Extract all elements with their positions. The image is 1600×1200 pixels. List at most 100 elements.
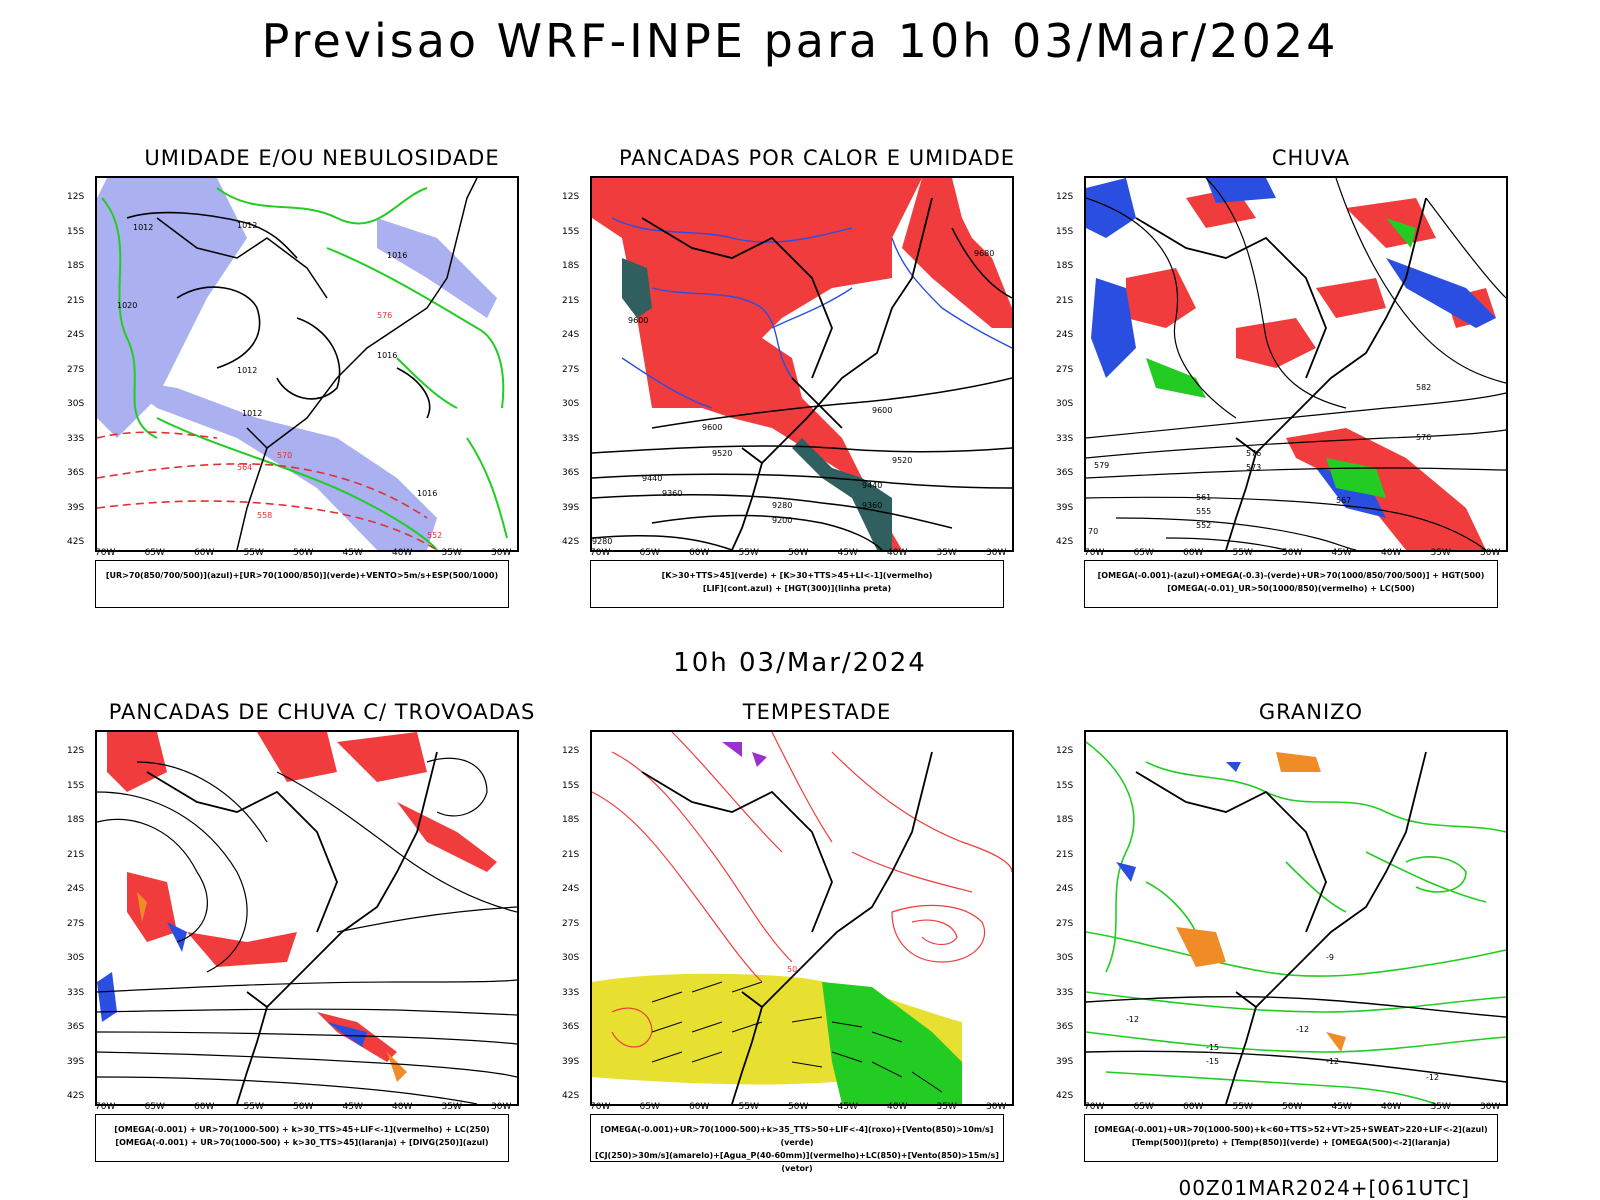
- longitude-tick-label: 30W: [986, 1102, 1007, 1112]
- longitude-tick-label: 45W: [342, 548, 363, 558]
- storm-orange-patches: [137, 892, 407, 1082]
- contour-label: -12: [1296, 1025, 1309, 1034]
- latitude-tick-label: 18S: [1056, 815, 1074, 825]
- contour-label: 9520: [892, 456, 912, 465]
- latitude-tick-label: 24S: [562, 884, 580, 894]
- map-frame: 9680 9600 9600 9600 9520 9520 9440 9440 …: [590, 176, 1014, 552]
- longitude-tick-label: 65W: [144, 1102, 165, 1112]
- latitude-tick-label: 33S: [1056, 987, 1074, 998]
- coastline-borders: [146, 751, 438, 1104]
- longitude-tick-label: 40W: [887, 548, 908, 558]
- latitude-tick-label: 30S: [67, 399, 85, 409]
- contour-label: 9280: [592, 537, 612, 546]
- latitude-tick-label: 30S: [562, 399, 580, 409]
- contour-label: -15: [1206, 1043, 1219, 1052]
- longitude-tick-label: 50W: [293, 548, 314, 558]
- teal-west-area: [622, 258, 652, 318]
- longitude-tick-label: 60W: [1183, 1102, 1204, 1112]
- map-frame: [95, 730, 519, 1106]
- legend-line: [OMEGA(-0.01)_UR>50(1000/850)(vermelho) …: [1167, 584, 1415, 593]
- humidity-green-contours: [101, 187, 508, 550]
- storm-blue-patches: [97, 922, 367, 1047]
- latitude-tick-label: 33S: [67, 987, 85, 998]
- panel-title: PANCADAS POR CALOR E UMIDADE: [618, 146, 1016, 170]
- legend-line: [UR>70(850/700/500)](azul)+[UR>70(1000/8…: [105, 571, 499, 580]
- panel-tempestade: TEMPESTADE: [562, 700, 1062, 1200]
- rain-blue-patches: [1086, 178, 1496, 518]
- latitude-tick-label: 21S: [67, 295, 85, 306]
- legend-line: [OMEGA(-0.001)+UR>70(1000-500)+k<60+TTS>…: [1094, 1125, 1488, 1134]
- latitude-tick-label: 12S: [562, 746, 580, 756]
- pressure-contours: [126, 211, 431, 419]
- latitude-tick-label: 42S: [67, 537, 85, 547]
- legend-line: [OMEGA(-0.001) + UR>70(1000-500) + k>30_…: [115, 1138, 489, 1147]
- latitude-tick-label: 33S: [1056, 433, 1074, 444]
- humidity-east-area: [377, 218, 497, 318]
- panel-legend: [OMEGA(-0.001)+UR>70(1000-500)+k>35_TTS>…: [590, 1114, 1004, 1173]
- latitude-tick-label: 27S: [1056, 364, 1074, 375]
- contour-label: 1016: [417, 489, 437, 498]
- longitude-tick-label: 40W: [887, 1102, 908, 1112]
- longitude-tick-label: 65W: [1133, 1102, 1154, 1112]
- thickness-contours: [97, 431, 438, 550]
- longitude-tick-label: 30W: [491, 1102, 512, 1112]
- trovoadas-map-svg: [97, 732, 517, 1104]
- contour-label: 9600: [872, 406, 892, 415]
- temp850-contours: [1086, 741, 1506, 1104]
- latitude-tick-label: 24S: [67, 884, 85, 894]
- hgt-contours: [592, 227, 1012, 550]
- longitude-tick-label: 65W: [639, 548, 660, 558]
- longitude-tick-label: 55W: [738, 548, 759, 558]
- longitude-tick-label: 40W: [1381, 548, 1402, 558]
- legend-line: [LIF](cont.azul) + [HGT(300)](linha pret…: [702, 584, 892, 593]
- latitude-tick-label: 12S: [1056, 746, 1074, 756]
- latitude-tick-label: 24S: [562, 330, 580, 340]
- chuva-map-svg: 582 576 576 573 567 561 555 552 579 70: [1086, 178, 1506, 550]
- longitude-tick-label: 55W: [738, 1102, 759, 1112]
- contour-label: -12: [1326, 1057, 1339, 1066]
- latitude-tick-label: 36S: [562, 468, 580, 478]
- latitude-tick-label: 27S: [67, 918, 85, 929]
- longitude-tick-label: 40W: [392, 1102, 413, 1112]
- contour-label: -9: [1326, 953, 1334, 962]
- longitude-tick-label: 70W: [590, 548, 611, 558]
- latitude-tick-label: 15S: [67, 226, 85, 237]
- storm-red-patches: [107, 732, 497, 1062]
- coastline-borders: [641, 197, 933, 550]
- coastline-borders: [156, 178, 478, 550]
- latitude-tick-label: 27S: [67, 364, 85, 375]
- latitude-tick-label: 12S: [67, 746, 85, 756]
- longitude-tick-label: 35W: [936, 1102, 957, 1112]
- longitude-tick-label: 30W: [1480, 548, 1501, 558]
- latitude-tick-label: 33S: [562, 987, 580, 998]
- contour-label: 552: [1196, 521, 1211, 530]
- streamlines: [1086, 178, 1506, 550]
- contour-label: 9680: [974, 249, 994, 258]
- longitude-tick-label: 35W: [1430, 548, 1451, 558]
- contour-label: 573: [1246, 463, 1261, 472]
- latitude-tick-label: 21S: [562, 295, 580, 306]
- longitude-tick-label: 55W: [1232, 1102, 1253, 1112]
- latitude-tick-label: 42S: [562, 537, 580, 547]
- latitude-tick-label: 18S: [1056, 261, 1074, 271]
- latitude-tick-label: 36S: [67, 1022, 85, 1032]
- longitude-tick-label: 70W: [1084, 1102, 1105, 1112]
- instability-red-area: [592, 178, 922, 550]
- wind-green-area: [822, 982, 962, 1104]
- latitude-tick-label: 36S: [1056, 468, 1074, 478]
- panel-title: GRANIZO: [1258, 700, 1364, 724]
- latitude-tick-label: 42S: [562, 1091, 580, 1101]
- contour-label: 1012: [242, 409, 262, 418]
- latitude-tick-label: 12S: [1056, 192, 1074, 202]
- contour-label: 9360: [862, 501, 882, 510]
- latitude-tick-label: 36S: [562, 1022, 580, 1032]
- longitude-tick-label: 45W: [837, 1102, 858, 1112]
- longitude-tick-label: 50W: [293, 1102, 314, 1112]
- latitude-tick-label: 12S: [562, 192, 580, 202]
- main-title: Previsao WRF-INPE para 10h 03/Mar/2024: [261, 14, 1339, 68]
- legend-line: [Temp(500)](preto) + [Temp(850)](verde) …: [1131, 1138, 1451, 1147]
- contour-label: 576: [1416, 433, 1431, 442]
- longitude-tick-label: 45W: [342, 1102, 363, 1112]
- contour-label: 9600: [628, 316, 648, 325]
- longitude-tick-label: 60W: [689, 1102, 710, 1112]
